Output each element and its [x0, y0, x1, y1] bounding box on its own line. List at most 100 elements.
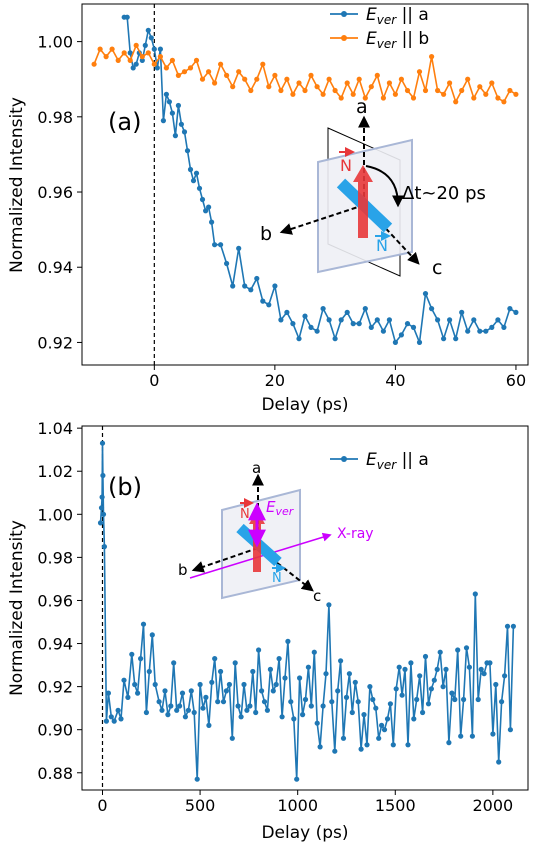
inset-a-blue-n-label: N	[376, 236, 388, 255]
panel-a-series-1-point	[374, 72, 380, 78]
panel-b-series-0-point	[188, 688, 194, 694]
panel-a-series-0-point	[356, 321, 362, 327]
panel-a-series-1-point	[350, 91, 356, 97]
panel-b-series-0-point	[340, 735, 347, 741]
panel-b-series-0-point	[162, 688, 168, 694]
panel-b-series-0-point	[466, 664, 472, 670]
panel-a-series-1-point	[169, 57, 175, 64]
panel-b-series-0-point	[99, 494, 105, 500]
panel-a-label: (a)	[108, 108, 141, 136]
panel-a-series-0-point	[453, 336, 459, 342]
panel-a-series-0-point	[314, 328, 320, 334]
panel-a-series-0-point	[160, 118, 166, 124]
panel-a-series-1-point	[416, 69, 423, 75]
panel-a-series-0-point	[477, 328, 483, 334]
panel-b-series-0-point	[300, 712, 306, 718]
panel-b-series-0-point	[455, 647, 461, 653]
panel-b-series-0-point	[165, 712, 171, 718]
panel-a-series-0-point	[130, 65, 136, 71]
panel-a-series-0-point	[416, 339, 423, 345]
panel-a-series-0-point	[175, 102, 181, 109]
panel-b-series-0-point	[226, 681, 232, 688]
panel-b-series-0-point	[197, 681, 203, 688]
panel-a-series-1-point	[206, 69, 212, 75]
panel-a-ytick-label: 0.96	[37, 183, 73, 202]
panel-b-series-0-point	[229, 735, 235, 741]
panel-b-series-0-point	[329, 699, 335, 705]
panel-a-series-1-point	[435, 87, 441, 94]
panel-a-series-0-point	[206, 204, 212, 210]
panel-b-series-0-point	[320, 703, 326, 709]
panel-a-series-1-point	[332, 87, 338, 94]
panel-a-series-0-point	[224, 260, 230, 267]
panel-b-series-0-point	[247, 703, 253, 709]
panel-b-series-0-point	[270, 688, 276, 694]
panel-a-ytick-label: 0.98	[37, 108, 73, 127]
panel-b-series-0-point	[103, 718, 109, 724]
panel-a-inset-diagram: a b c N N Δt~20 ps	[260, 96, 486, 279]
panel-a-series-0-point	[133, 61, 139, 67]
inset-a-delay-label: Δt~20 ps	[402, 183, 486, 204]
panel-b-series-0-point	[502, 673, 508, 679]
panel-b-series-0-point	[168, 703, 174, 709]
panel-b-series-0-point	[146, 668, 152, 675]
panel-b-ytick-label: 0.98	[37, 548, 73, 567]
panel-a-series-0-point	[290, 321, 296, 327]
panel-a-series-1-point	[404, 87, 411, 94]
panel-a-series-1-point	[380, 95, 386, 101]
panel-a-series-1-point	[465, 76, 471, 82]
panel-a-series-0-point	[362, 306, 368, 312]
panel-b-series-0-point	[235, 703, 241, 709]
panel-b-series-0-point	[381, 727, 388, 733]
panel-b-series-0-point	[361, 712, 367, 718]
inset-b-axis-b-arrow	[191, 547, 259, 573]
panel-b-series-0-point	[279, 714, 285, 720]
panel-a-series-0-point	[296, 336, 302, 342]
panel-a-series-1-point	[489, 80, 495, 86]
panel-a-series-0-point	[139, 57, 145, 64]
panel-a-series-0-point	[284, 309, 290, 315]
panel-a-series-1-point	[187, 65, 194, 71]
panel-a-ytick-label: 0.94	[37, 258, 73, 277]
panel-b-ytick-label: 1.00	[37, 505, 73, 524]
inset-b-xray-label: X-ray	[337, 526, 374, 542]
inset-a-axis-a-label: a	[356, 96, 368, 118]
panel-b-legend: Ever || a	[330, 450, 429, 472]
panel-a-series-1-point	[459, 87, 465, 94]
panel-b-series-0-point	[98, 505, 105, 511]
legend-a-text-1: Ever || a	[366, 5, 429, 27]
panel-b-series-0-point	[156, 699, 162, 705]
panel-a-legend: Ever || a Ever || b	[330, 5, 429, 51]
panel-a-chart: 0 20 40 60 0.92 0.94 0.96 0.98 1.00 (a) Delay (p…	[7, 3, 529, 415]
panel-b-series-0-point	[218, 668, 224, 675]
panel-b-series-0-point	[305, 664, 311, 670]
legend-a-marker-2	[341, 35, 347, 41]
panel-a-series-0-point	[166, 99, 172, 105]
panel-b-series-0-point	[499, 699, 505, 705]
panel-a-series-1-point	[272, 72, 278, 78]
panel-b-series-0-point	[308, 703, 314, 709]
panel-a-series-1-point	[163, 65, 169, 71]
panel-a-series-1-point	[507, 87, 513, 94]
panel-a-series-0-point	[181, 129, 188, 135]
inset-b-axis-b-label: b	[178, 561, 188, 579]
legend-b-text-1: Ever || a	[366, 450, 429, 472]
panel-a-series-1-point	[513, 91, 519, 97]
panel-a-series-1-point	[296, 80, 302, 86]
panel-a-series-0-point	[260, 298, 266, 304]
panel-b-series-0-point	[261, 699, 268, 705]
panel-b-series-0-point	[99, 440, 106, 446]
panel-b-series-0-point	[132, 681, 138, 688]
panel-b-label: (b)	[108, 473, 142, 501]
panel-a-series-1-point	[326, 76, 332, 82]
legend-a-marker-1	[341, 11, 347, 17]
panel-a-series-0-point	[199, 196, 206, 203]
panel-b-series-0-point	[174, 707, 180, 713]
inset-b-blue-n-label: N	[272, 571, 282, 586]
panel-b-series-0-point	[417, 673, 423, 679]
panel-a-series-1-point	[362, 95, 368, 101]
panel-b-series-0-point	[346, 671, 352, 677]
panel-a-series-1-point	[109, 46, 115, 52]
panel-b-series-0-point	[332, 748, 338, 754]
